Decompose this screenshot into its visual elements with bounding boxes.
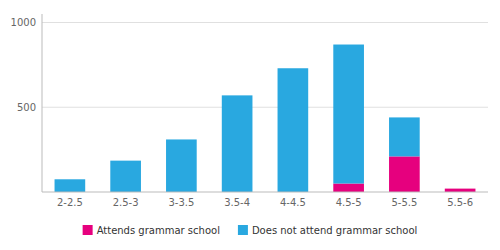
legend: Attends grammar school Does not attend gr… xyxy=(83,225,418,236)
grid-line xyxy=(42,107,488,108)
bar-segment xyxy=(222,95,253,192)
chart-container: 500 1000 2-2.5 2.5-3 3-3.5 3.5-4 4-4.5 4.5-5 5-5… xyxy=(0,0,500,250)
bar-segment xyxy=(445,189,476,192)
chart: 500 1000 2-2.5 2.5-3 3-3.5 3.5-4 4-4.5 4.5-5 5-5… xyxy=(0,0,500,250)
bars xyxy=(55,45,476,192)
legend-swatch xyxy=(83,225,93,235)
y-tick-label: 500 xyxy=(17,102,36,113)
y-axis-line xyxy=(42,14,43,192)
x-tick-label: 5-5.5 xyxy=(391,197,417,208)
grid xyxy=(42,22,488,107)
y-tick-label: 1000 xyxy=(11,17,36,28)
x-tick-label: 2.5-3 xyxy=(113,197,139,208)
x-axis-line xyxy=(42,192,488,193)
bar-segment xyxy=(389,117,420,156)
bar-segment xyxy=(166,139,197,192)
x-tick-label: 5.5-6 xyxy=(447,197,473,208)
bar-segment xyxy=(55,179,86,192)
legend-label: Does not attend grammar school xyxy=(252,225,417,236)
x-tick-label: 4-4.5 xyxy=(280,197,306,208)
bar-segment xyxy=(110,161,141,192)
bar-segment xyxy=(389,156,420,192)
grid-line xyxy=(42,22,488,23)
x-tick-label: 2-2.5 xyxy=(57,197,83,208)
legend-swatch xyxy=(238,225,248,235)
x-tick-label: 3-3.5 xyxy=(168,197,194,208)
bar-segment xyxy=(333,184,364,192)
x-tick-label: 4.5-5 xyxy=(336,197,362,208)
legend-label: Attends grammar school xyxy=(97,225,220,236)
legend-item: Attends grammar school xyxy=(83,225,220,236)
bar-segment xyxy=(333,45,364,184)
bar-segment xyxy=(445,188,476,189)
bar-segment xyxy=(278,68,309,192)
x-tick-label: 3.5-4 xyxy=(224,197,250,208)
legend-item: Does not attend grammar school xyxy=(238,225,417,236)
